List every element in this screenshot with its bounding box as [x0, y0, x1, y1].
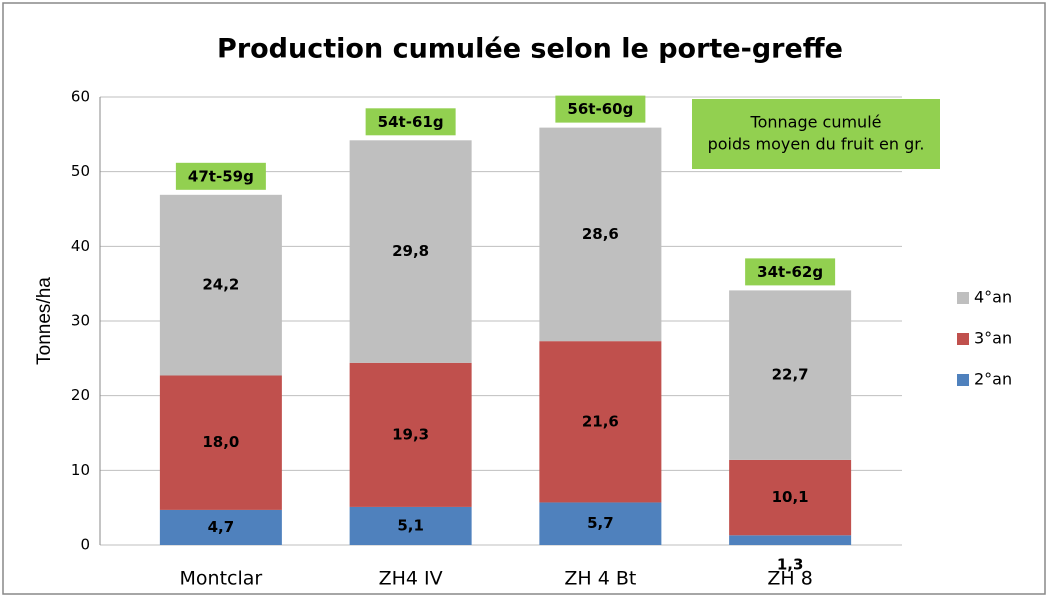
value-label: 10,1 — [772, 488, 809, 506]
y-tick-label: 0 — [80, 536, 90, 554]
y-tick-label: 60 — [71, 88, 90, 106]
bar-segment — [729, 459, 852, 536]
value-label: 21,6 — [582, 412, 619, 430]
value-label: 18,0 — [202, 433, 239, 451]
bar-segment — [349, 140, 472, 363]
annotation-bg — [555, 95, 646, 123]
legend-swatch — [957, 374, 969, 386]
value-label: 24,2 — [202, 276, 239, 294]
value-label: 29,8 — [392, 242, 429, 260]
legend-label: 3°an — [974, 329, 1012, 348]
bar-segment — [729, 535, 852, 545]
annotation-text: Tonnage cumulé — [750, 113, 882, 132]
x-tick-label: ZH 4 Bt — [564, 568, 636, 590]
value-label: 22,7 — [772, 366, 809, 384]
bar-segment — [159, 509, 282, 545]
value-label: 4,7 — [208, 518, 235, 536]
y-tick-label: 10 — [71, 461, 90, 479]
y-tick-label: 50 — [71, 162, 90, 180]
annotation-text: poids moyen du fruit en gr. — [708, 135, 925, 154]
bar-annotation: 56t-60g — [567, 100, 633, 118]
bar-segment — [159, 194, 282, 376]
x-tick-label: ZH 8 — [767, 568, 812, 590]
y-tick-label: 30 — [71, 312, 90, 330]
bar-annotation: 47t-59g — [188, 167, 254, 185]
annotation-bg — [365, 108, 456, 136]
chart-title: Production cumulée selon le porte-greffe — [217, 34, 843, 65]
value-label: 1,3 — [777, 556, 804, 574]
y-tick-label: 40 — [71, 237, 90, 255]
y-tick-label: 20 — [71, 386, 90, 404]
value-label: 28,6 — [582, 225, 619, 243]
bar-segment — [539, 502, 662, 545]
x-tick-label: ZH4 IV — [379, 568, 443, 590]
bar-annotation: 34t-62g — [757, 263, 823, 281]
bar-segment — [539, 127, 662, 342]
legend-label: 4°an — [974, 288, 1012, 307]
bar-annotation: 54t-61g — [378, 113, 444, 131]
annotation-box — [692, 99, 940, 169]
y-axis-label: Tonnes/ha — [34, 277, 55, 365]
value-label: 5,7 — [587, 514, 614, 532]
bar-segment — [729, 290, 852, 460]
annotation-bg — [745, 258, 836, 286]
legend-swatch — [957, 292, 969, 304]
bar-segment — [159, 375, 282, 510]
legend-label: 2°an — [974, 370, 1012, 389]
bar-segment — [349, 362, 472, 507]
bar-segment — [539, 341, 662, 503]
value-label: 5,1 — [397, 516, 424, 534]
legend-swatch — [957, 333, 969, 345]
x-tick-label: Montclar — [180, 568, 263, 590]
bar-segment — [349, 506, 472, 545]
annotation-bg — [175, 162, 266, 190]
value-label: 19,3 — [392, 425, 429, 443]
